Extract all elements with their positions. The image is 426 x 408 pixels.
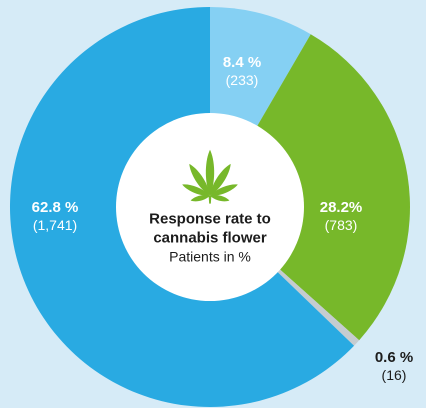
slice-label-green: 28.2% (783) bbox=[320, 199, 363, 233]
leaf-leaflet bbox=[210, 184, 238, 196]
center-title-line-1: Response rate to bbox=[149, 210, 271, 228]
slice-label-light-blue: 8.4 % (233) bbox=[223, 54, 261, 88]
leaf-leaflet bbox=[205, 149, 215, 196]
slice-label-blue: 62.8 % (1,741) bbox=[32, 199, 79, 233]
slice-count: (16) bbox=[381, 366, 407, 383]
slice-count: (233) bbox=[225, 71, 259, 88]
center-title-line-2: cannabis flower bbox=[153, 229, 267, 247]
center-subtitle: Patients in % bbox=[169, 249, 251, 266]
leaf-leaflet bbox=[210, 163, 231, 196]
slice-percent: 0.6 % bbox=[374, 348, 414, 366]
cannabis-leaf-icon bbox=[182, 149, 238, 204]
donut-hole bbox=[116, 113, 304, 301]
center-title: Response rate to cannabis flower bbox=[125, 210, 295, 248]
slice-percent: 62.8 % bbox=[31, 198, 79, 216]
slice-percent: 28.2% bbox=[319, 198, 363, 216]
slice-percent: 8.4 % bbox=[222, 53, 262, 71]
leaf-leaflet bbox=[189, 163, 210, 196]
slice-green bbox=[210, 34, 410, 341]
leaf-stem bbox=[208, 195, 212, 204]
slice-count: (783) bbox=[324, 216, 358, 233]
leaf-leaflet bbox=[190, 195, 210, 202]
slice-count: (1,741) bbox=[32, 216, 78, 233]
leaf-leaflet bbox=[182, 184, 210, 196]
slice-label-gray: 0.6 % (16) bbox=[375, 349, 413, 383]
leaf-leaflet bbox=[210, 195, 230, 202]
donut-center: Response rate to cannabis flower Patient… bbox=[125, 148, 295, 267]
